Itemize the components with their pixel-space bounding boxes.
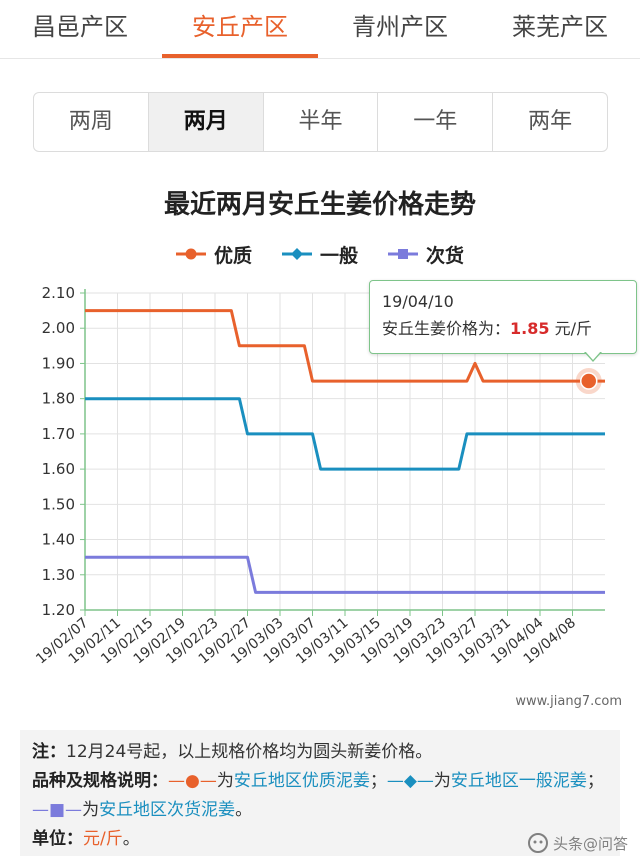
tab-laiwu[interactable]: 莱芜产区 xyxy=(512,13,608,41)
period-half-year[interactable]: 半年 xyxy=(264,93,379,151)
spec-inferior-pre: 为 xyxy=(82,800,100,820)
brand-watermark: 头条@问答 xyxy=(527,832,628,854)
unit-label: 单位： xyxy=(32,829,83,849)
unit-end: 。 xyxy=(122,829,140,849)
chart-tooltip: 19/04/10 安丘生姜价格为：1.85 元/斤 xyxy=(369,280,637,354)
y-tick-label: 1.60 xyxy=(42,460,75,478)
period-two-months[interactable]: 两月 xyxy=(148,93,264,151)
y-tick-label: 1.40 xyxy=(42,531,75,549)
brand-watermark-text: 头条@问答 xyxy=(552,834,628,853)
legend-label-inferior: 次货 xyxy=(426,244,465,267)
note-line: 注：12月24号起，以上规格价格均为圆头新姜价格。 xyxy=(32,738,608,767)
tab-anqiu[interactable]: 安丘产区 xyxy=(160,0,320,58)
region-tabs: 昌邑产区 安丘产区 青州产区 莱芜产区 xyxy=(0,0,640,59)
y-tick-label: 1.30 xyxy=(42,566,75,584)
note-text: 12月24号起，以上规格价格均为圆头新姜价格。 xyxy=(66,742,433,762)
tooltip-arrow-inner xyxy=(585,351,601,360)
tooltip-value: 1.85 xyxy=(510,319,550,338)
spec-premium-marker: —●— xyxy=(168,771,217,791)
legend-diamond-icon xyxy=(281,248,312,260)
y-tick-label: 1.90 xyxy=(42,354,75,372)
spec-regular-marker: —◆— xyxy=(386,771,434,791)
y-tick-label: 2.00 xyxy=(42,319,75,337)
tab-changyi[interactable]: 昌邑产区 xyxy=(32,13,128,41)
spec-regular-pre: 为 xyxy=(433,771,451,791)
legend-item-inferior[interactable]: 次货 xyxy=(388,240,464,268)
unit-line: 单位：元/斤。 xyxy=(32,825,608,854)
spec-inferior-text: 安丘地区次货泥姜 xyxy=(99,800,236,820)
tooltip-unit: 元/斤 xyxy=(554,319,592,338)
chart-title: 最近两月安丘生姜价格走势 xyxy=(163,190,476,220)
spec-regular-text: 安丘地区一般泥姜 xyxy=(450,771,587,791)
spec-premium-text: 安丘地区优质泥姜 xyxy=(233,771,370,791)
legend-label-premium: 优质 xyxy=(213,244,252,267)
period-one-year[interactable]: 一年 xyxy=(378,93,494,151)
spec-sep-1: ； xyxy=(369,771,387,791)
legend-square-icon xyxy=(388,249,418,259)
y-tick-label: 1.70 xyxy=(42,425,75,443)
y-tick-label: 2.10 xyxy=(42,284,75,302)
spec-line: 品种及规格说明：—●—为安丘地区优质泥姜；—◆—为安丘地区一般泥姜；—■—为安丘… xyxy=(32,767,608,825)
price-line-chart: 1.20 1.30 1.40 1.50 1.60 1.70 1.80 1.90 2.00 2.10… xyxy=(33,284,605,667)
y-tick-label: 1.20 xyxy=(42,601,75,619)
spec-inferior-marker: —■— xyxy=(32,800,83,820)
legend-item-premium[interactable]: 优质 xyxy=(175,240,252,268)
notes-box: 注：12月24号起，以上规格价格均为圆头新姜价格。 品种及规格说明：—●—为安丘… xyxy=(20,730,620,856)
y-tick-label: 1.50 xyxy=(42,495,75,513)
period-two-weeks[interactable]: 两周 xyxy=(34,93,149,151)
series-line-1 xyxy=(85,309,605,383)
legend-circle-icon xyxy=(175,248,206,260)
period-two-years[interactable]: 两年 xyxy=(528,109,573,134)
chart-legend: 优质 一般 次货 xyxy=(0,240,640,268)
legend-item-regular[interactable]: 一般 xyxy=(281,240,358,268)
spec-end: 。 xyxy=(235,800,253,820)
unit-value: 元/斤 xyxy=(83,829,123,849)
note-label: 注： xyxy=(32,742,66,762)
toutiao-logo-icon xyxy=(527,833,548,853)
tooltip-line: 安丘生姜价格为：1.85 元/斤 xyxy=(382,315,624,343)
y-tick-label: 1.80 xyxy=(42,390,75,408)
tooltip-date: 19/04/10 xyxy=(382,292,454,311)
site-watermark: www.jiang7.com xyxy=(515,694,622,709)
spec-label: 品种及规格说明： xyxy=(32,771,168,791)
spec-premium-pre: 为 xyxy=(216,771,234,791)
spec-sep-2: ； xyxy=(586,771,604,791)
tooltip-label: 安丘生姜价格为： xyxy=(382,319,511,338)
series-line-2 xyxy=(85,397,605,471)
tab-qingzhou[interactable]: 青州产区 xyxy=(352,13,448,41)
highlight-point xyxy=(580,372,598,390)
period-selector: 两周 两月 半年 一年 两年 xyxy=(33,92,608,152)
series-line-3 xyxy=(85,555,605,594)
legend-label-regular: 一般 xyxy=(319,244,358,267)
